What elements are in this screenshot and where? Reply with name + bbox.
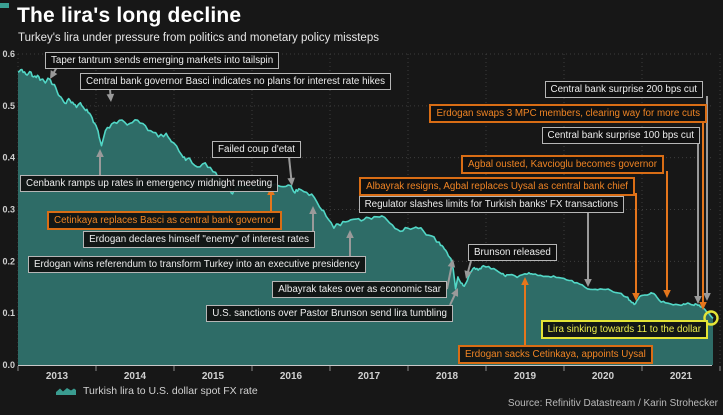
- lira-line: [17, 68, 714, 319]
- annotation-arrow: [466, 260, 472, 274]
- endpoint-marker: [703, 310, 719, 326]
- annotation-box: Lira sinking towards 11 to the dollar: [540, 320, 708, 339]
- annotation-box: Agbal ousted, Kavcioglu becomes governor: [461, 155, 664, 174]
- annotation-box: Failed coup d'etat: [212, 141, 302, 158]
- annotation-box: Erdogan wins referendum to transform Tur…: [28, 256, 366, 273]
- x-axis-label: 2016: [280, 371, 303, 382]
- y-axis-label: 0.6: [2, 49, 15, 59]
- y-axis-label: 0.0: [2, 360, 15, 370]
- annotation-arrow: [446, 264, 453, 290]
- y-axis-label: 0.3: [2, 205, 15, 215]
- annotation-arrowhead: [694, 296, 702, 304]
- y-axis-label: 0.2: [2, 256, 15, 266]
- annotation-box: Central bank governor Basci indicates no…: [80, 73, 391, 90]
- legend-area-icon: [56, 388, 76, 395]
- annotation-arrowhead: [451, 288, 459, 297]
- x-axis-label: 2017: [358, 371, 381, 382]
- logo-mark: [0, 3, 9, 8]
- annotation-arrow: [449, 293, 457, 306]
- annotation-arrowhead: [699, 302, 707, 310]
- annotation-box: U.S. sanctions over Pastor Brunson send …: [206, 305, 453, 322]
- annotation-box: Regulator slashes limits for Turkish ban…: [358, 196, 624, 213]
- legend-label: Turkish lira to U.S. dollar spot FX rate: [83, 385, 258, 397]
- annotation-arrowhead: [632, 293, 640, 301]
- annotation-arrow: [288, 156, 293, 181]
- annotation-arrowhead: [287, 177, 295, 186]
- annotation-arrowhead: [447, 259, 456, 268]
- annotation-box: Albayrak takes over as economic tsar: [272, 281, 447, 298]
- source-credit: Source: Refinitiv Datastream / Karin Str…: [507, 398, 718, 409]
- annotation-arrowhead: [50, 70, 58, 79]
- annotation-box: Erdogan swaps 3 MPC members, clearing wa…: [429, 104, 707, 123]
- annotation-box: Central bank surprise 100 bps cut: [541, 127, 700, 144]
- annotation-arrowhead: [96, 149, 104, 157]
- lira-area: [18, 69, 713, 365]
- page-subtitle: Turkey's lira under pressure from politi…: [18, 32, 379, 44]
- x-axis-label: 2019: [514, 371, 537, 382]
- x-axis-label: 2013: [46, 371, 69, 382]
- page-title: The lira's long decline: [17, 4, 242, 27]
- y-axis-label: 0.4: [2, 153, 15, 163]
- annotation-arrowhead: [346, 230, 354, 238]
- legend: Turkish lira to U.S. dollar spot FX rate: [56, 385, 258, 397]
- x-axis-label: 2020: [592, 371, 615, 382]
- y-axis-label: 0.5: [2, 101, 15, 111]
- x-axis-label: 2018: [436, 371, 459, 382]
- annotation-arrowhead: [464, 270, 472, 279]
- annotation-box: Cenbank ramps up rates in emergency midn…: [20, 175, 279, 192]
- x-axis-label: 2015: [202, 371, 225, 382]
- annotation-arrowhead: [521, 277, 529, 285]
- annotation-box: Brunson released: [468, 244, 557, 261]
- annotation-box: Erdogan declares himself "enemy" of inte…: [83, 231, 315, 248]
- annotation-arrowhead: [663, 290, 671, 298]
- annotation-arrowhead: [703, 293, 711, 301]
- annotation-box: Central bank surprise 200 bps cut: [544, 81, 703, 98]
- annotation-box: Albayrak resigns, Agbal replaces Uysal a…: [359, 177, 635, 196]
- x-axis-label: 2021: [670, 371, 693, 382]
- annotation-box: Cetinkaya replaces Basci as central bank…: [47, 211, 282, 230]
- x-axis-label: 2014: [124, 371, 147, 382]
- annotation-arrowhead: [106, 93, 115, 102]
- annotation-box: Taper tantrum sends emerging markets int…: [45, 52, 280, 69]
- annotation-arrowhead: [309, 206, 317, 214]
- y-axis-label: 0.1: [2, 308, 15, 318]
- annotation-box: Erdogan sacks Cetinkaya, appoints Uysal: [458, 345, 653, 364]
- annotation-arrowhead: [584, 279, 592, 287]
